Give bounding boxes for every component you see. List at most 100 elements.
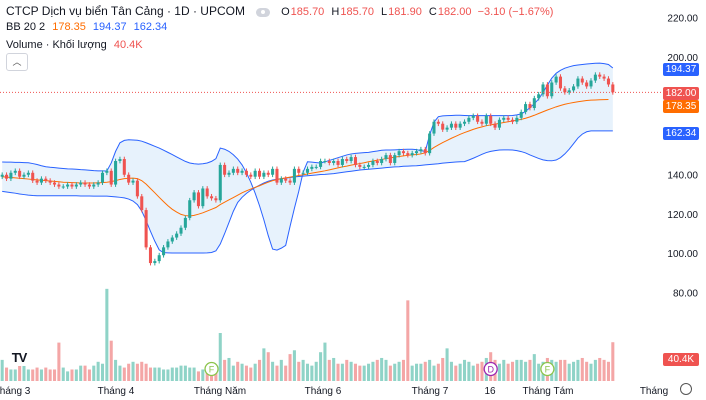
candle-body: [31, 172, 35, 181]
volume-bar: [70, 369, 74, 381]
candle-body: [388, 155, 392, 163]
bb-label[interactable]: BB 20 2: [6, 21, 46, 33]
volume-bar: [5, 367, 9, 381]
bb-lower-price-label: 162.34: [663, 127, 699, 140]
volume-bar: [454, 365, 458, 381]
event-marker-label: D: [487, 365, 494, 375]
volume-bar: [131, 361, 135, 381]
volume-bar: [301, 359, 305, 381]
event-marker[interactable]: F: [204, 361, 219, 377]
volume-bar: [345, 359, 349, 381]
x-tick-label: Tháng 4: [98, 386, 135, 397]
volume-bar: [35, 367, 39, 381]
candle-body: [262, 172, 266, 177]
tradingview-logo[interactable]: TV: [6, 350, 32, 366]
candle-body: [240, 170, 244, 173]
volume-bar: [96, 361, 100, 381]
event-marker[interactable]: D: [483, 361, 498, 377]
y-tick-label: 200.00: [667, 53, 698, 64]
candle-body: [201, 188, 205, 207]
volume-bar: [436, 363, 440, 381]
candle-body: [462, 121, 467, 124]
volume-bar: [179, 365, 183, 381]
candle-body: [558, 76, 563, 89]
volume-price-label: 40.4K: [663, 353, 699, 366]
candle-body: [66, 184, 70, 187]
volume-bar: [371, 361, 375, 381]
candle-body: [135, 180, 139, 197]
volume-bar: [598, 357, 602, 381]
x-tick-label: Tháng 7: [412, 386, 449, 397]
volume-bar: [340, 363, 344, 381]
volume-bar: [231, 365, 235, 381]
price-change: −3.10 (−1.67%): [477, 6, 554, 18]
candle-body: [74, 184, 78, 187]
volume-bar: [554, 361, 558, 381]
volume-bar: [384, 359, 388, 381]
volume-bar: [406, 300, 410, 381]
candle-body: [279, 178, 283, 183]
candle-body: [340, 159, 344, 165]
candle-body: [580, 78, 584, 83]
ohlc-low: L181.90: [379, 6, 424, 18]
ohlc-low-value: 181.90: [388, 6, 422, 18]
gear-icon[interactable]: [680, 383, 692, 395]
volume-bar: [79, 365, 83, 381]
bb-upper-value: 194.37: [92, 21, 127, 33]
candle-body: [458, 123, 462, 128]
candle-body: [415, 151, 419, 154]
ohlc-close: C182.00: [427, 6, 474, 18]
event-marker[interactable]: F: [540, 361, 555, 377]
volume-bar: [275, 365, 279, 381]
symbol-title[interactable]: CTCP Dịch vụ biển Tân Cảng · 1D · UPCOM: [6, 4, 245, 18]
volume-label[interactable]: Volume · Khối lượng: [6, 39, 107, 51]
candle-body: [319, 161, 323, 167]
candle-body: [519, 111, 523, 118]
candle-body: [305, 168, 310, 173]
eye-icon[interactable]: [256, 7, 271, 17]
volume-bar: [476, 363, 480, 381]
candle-body: [323, 161, 327, 163]
candle-body: [92, 184, 96, 187]
candle-body: [524, 104, 528, 112]
volume-bar: [419, 363, 423, 381]
volume-bar: [537, 363, 541, 381]
volume-bar: [602, 359, 606, 381]
volume-bar: [563, 359, 567, 381]
candle-body: [567, 90, 571, 93]
candle-body: [39, 178, 43, 183]
candle-body: [367, 164, 371, 167]
bb-band-fill: [2, 63, 613, 254]
candle-body: [358, 164, 362, 167]
volume-bar: [558, 359, 563, 381]
candle-body: [244, 170, 248, 175]
volume-bar: [515, 359, 519, 381]
volume-bar: [358, 365, 362, 381]
volume-bar: [288, 354, 292, 381]
collapse-legend-button[interactable]: ︿: [6, 53, 28, 71]
candle-body: [179, 227, 183, 234]
volume-bar: [462, 359, 467, 381]
candle-body: [236, 168, 240, 173]
volume-bar: [92, 365, 96, 381]
volume-value: 40.4K: [113, 39, 143, 51]
volume-bar: [183, 365, 187, 381]
candle-body: [419, 149, 423, 152]
candle-body: [406, 153, 410, 156]
event-marker-label: F: [545, 365, 551, 375]
candle-body: [122, 159, 126, 175]
volume-bar: [292, 350, 296, 381]
volume-bar: [140, 361, 144, 381]
ohlc-high: H185.70: [329, 6, 376, 18]
candle-body: [57, 184, 61, 187]
candle-body: [218, 164, 222, 201]
candle-body: [380, 159, 384, 163]
candle-body: [35, 180, 39, 183]
volume-bar: [175, 367, 179, 381]
volume-bar: [327, 359, 331, 381]
volume-bar: [83, 365, 87, 381]
volume-bar: [279, 359, 283, 381]
ohlc-high-value: 185.70: [340, 6, 374, 18]
y-tick-label: 100.00: [667, 249, 698, 260]
